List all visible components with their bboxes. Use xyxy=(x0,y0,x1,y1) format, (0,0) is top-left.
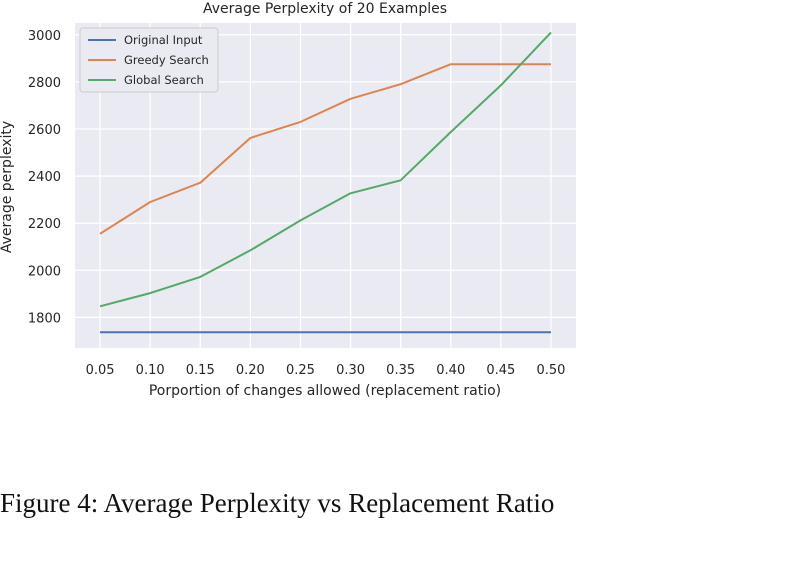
legend-box xyxy=(79,27,219,93)
y-tick-label: 2200 xyxy=(28,217,61,232)
x-tick-labels: 0.05 0.10 0.15 0.20 0.25 0.30 0.35 0.40 0.45 0.50 xyxy=(86,363,566,378)
figure-caption: Figure 4: Average Perplexity vs Replacem… xyxy=(0,484,620,522)
series-lines xyxy=(99,31,552,334)
caption-label: Figure 4: xyxy=(0,488,99,518)
x-tick-label: 0.40 xyxy=(436,363,465,378)
x-axis-label: Porportion of changes allowed (replaceme… xyxy=(149,383,501,399)
x-tick-label: 0.15 xyxy=(186,363,215,378)
y-tick-labels: 1800 2000 2200 2400 2600 2800 3000 xyxy=(28,29,61,327)
legend-label-original-input: Original Input xyxy=(124,33,203,47)
legend: Original Input Greedy Search Global Search xyxy=(79,27,219,93)
y-tick-label: 2400 xyxy=(28,170,61,185)
y-tick-label: 1800 xyxy=(28,311,61,326)
legend-label-greedy-search: Greedy Search xyxy=(124,53,209,67)
y-tick-label: 2800 xyxy=(28,76,61,91)
y-tick-label: 3000 xyxy=(28,29,61,44)
x-tick-label: 0.05 xyxy=(86,363,115,378)
x-tick-label: 0.20 xyxy=(236,363,265,378)
y-tick-label: 2600 xyxy=(28,123,61,138)
x-tick-label: 0.10 xyxy=(136,363,165,378)
series-line-global-search xyxy=(99,31,552,308)
y-tick-label: 2000 xyxy=(28,264,61,279)
x-tick-label: 0.50 xyxy=(536,363,565,378)
x-tick-label: 0.25 xyxy=(286,363,315,378)
series-line-greedy-search xyxy=(99,63,551,235)
legend-label-global-search: Global Search xyxy=(124,73,204,87)
y-axis-label: Average perplexity xyxy=(0,121,15,253)
caption-text: Average Perplexity vs Replacement Ratio xyxy=(103,488,555,518)
chart-title: Average Perplexity of 20 Examples xyxy=(203,1,447,17)
x-tick-label: 0.35 xyxy=(386,363,415,378)
x-tick-label: 0.45 xyxy=(486,363,515,378)
x-tick-label: 0.30 xyxy=(336,363,365,378)
